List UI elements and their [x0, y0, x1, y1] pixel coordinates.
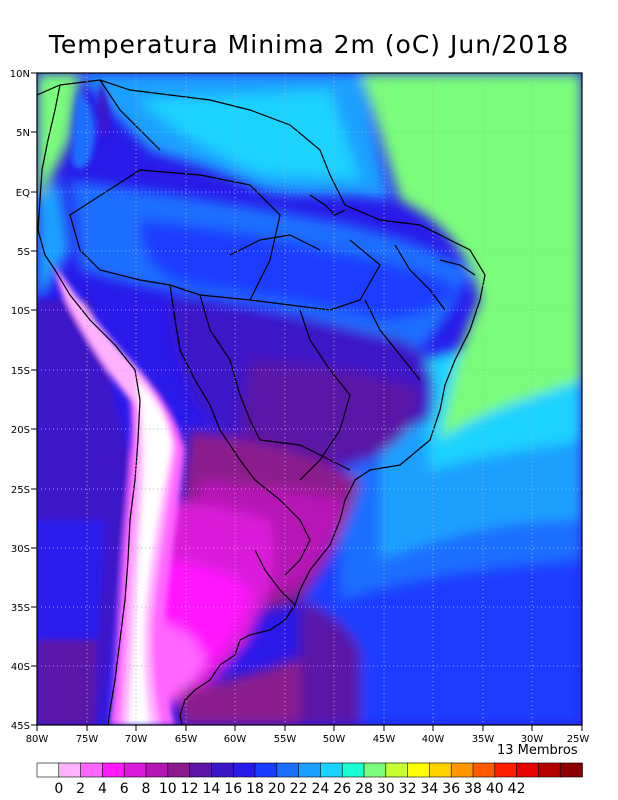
colorbar-swatch [189, 762, 213, 778]
colorbar-label: 42 [508, 781, 526, 797]
colorbar-swatch [145, 762, 169, 778]
colorbar-swatch [472, 762, 496, 778]
lat-label: 40S [11, 662, 30, 673]
colorbar-label: 24 [311, 781, 329, 797]
colorbar-swatch [80, 762, 104, 778]
lat-label: 20S [11, 425, 30, 436]
colorbar-label: 0 [54, 781, 63, 797]
lon-label: 60W [224, 734, 247, 745]
lat-label: 10S [11, 306, 30, 317]
ensemble-label: 13 Membros [497, 743, 578, 758]
colorbar-label: 32 [399, 781, 417, 797]
lon-label: 55W [274, 734, 297, 745]
lon-label: 40W [422, 734, 445, 745]
latitude-labels: 10N 5N EQ 5S 10S 15S 20S 25S 30S 35S 40S… [10, 69, 30, 732]
colorbar-swatch [450, 762, 474, 778]
lon-label: 25W [567, 734, 590, 745]
colorbar-label: 2 [76, 781, 85, 797]
colorbar-label: 14 [202, 781, 220, 797]
colorbar-label: 30 [377, 781, 395, 797]
colorbar-label: 4 [98, 781, 107, 797]
colorbar-label: 20 [268, 781, 286, 797]
colorbar-label: 8 [142, 781, 151, 797]
plot-frame [36, 72, 583, 726]
colorbar-swatch [516, 762, 540, 778]
lat-label: 30S [11, 544, 30, 555]
colorbar-swatch [232, 762, 256, 778]
colorbar-swatch [298, 762, 322, 778]
lat-label: EQ [16, 188, 30, 199]
colorbar-label: 40 [486, 781, 504, 797]
colorbar-label: 34 [420, 781, 438, 797]
lon-label: 80W [26, 734, 49, 745]
colorbar-swatch [341, 762, 365, 778]
colorbar-swatch [102, 762, 126, 778]
colorbar-swatch [211, 762, 234, 778]
colorbar-swatch [363, 762, 387, 778]
lat-label: 15S [11, 366, 30, 377]
colorbar-swatch [559, 762, 583, 778]
coastlines-borders [37, 79, 486, 725]
graticule [37, 73, 582, 725]
colorbar-label: 18 [246, 781, 264, 797]
lon-label: 30W [521, 734, 544, 745]
lat-label: 35S [11, 603, 30, 614]
lat-label: 45S [11, 721, 30, 732]
colorbar-label: 36 [442, 781, 460, 797]
colorbar-label: 10 [159, 781, 177, 797]
lat-label: 25S [11, 485, 30, 496]
colorbar-swatch [123, 762, 147, 778]
lon-label: 50W [323, 734, 346, 745]
colorbar-swatch [407, 762, 431, 778]
colorbar-label: 6 [120, 781, 129, 797]
lon-label: 45W [373, 734, 396, 745]
colorbar-labels: 0 2 4 6 8 10 12 14 16 18 20 22 24 26 28 30 32 34 36 38 40 42 [54, 781, 525, 797]
lon-label: 65W [175, 734, 198, 745]
colorbar-swatch [538, 762, 562, 778]
colorbar-swatch [320, 762, 343, 778]
lat-label: 5S [17, 247, 30, 258]
lon-label: 35W [472, 734, 495, 745]
colorbar-swatch [494, 762, 518, 778]
colorbar-label: 28 [355, 781, 373, 797]
field-layer [37, 73, 582, 725]
colorbar-swatch [385, 762, 409, 778]
colorbar-swatch [429, 762, 452, 778]
colorbar-swatch [167, 762, 191, 778]
colorbar-label: 12 [181, 781, 199, 797]
colorbar-swatch [36, 762, 60, 778]
lat-label: 10N [10, 69, 30, 80]
longitude-labels: 80W 75W 70W 65W 60W 55W 50W 45W 40W 35W … [26, 734, 590, 745]
colorbar-swatch [276, 762, 300, 778]
tick-marks [31, 72, 583, 731]
colorbar-swatch [58, 762, 82, 778]
lon-label: 75W [76, 734, 99, 745]
lon-label: 70W [125, 734, 148, 745]
colorbar [36, 762, 583, 778]
colorbar-label: 38 [464, 781, 482, 797]
lat-label: 5N [16, 128, 30, 139]
colorbar-label: 16 [224, 781, 242, 797]
colorbar-swatch [254, 762, 278, 778]
colorbar-label: 26 [333, 781, 351, 797]
colorbar-label: 22 [290, 781, 308, 797]
map-title: Temperatura Minima 2m (oC) Jun/2018 [48, 30, 570, 59]
